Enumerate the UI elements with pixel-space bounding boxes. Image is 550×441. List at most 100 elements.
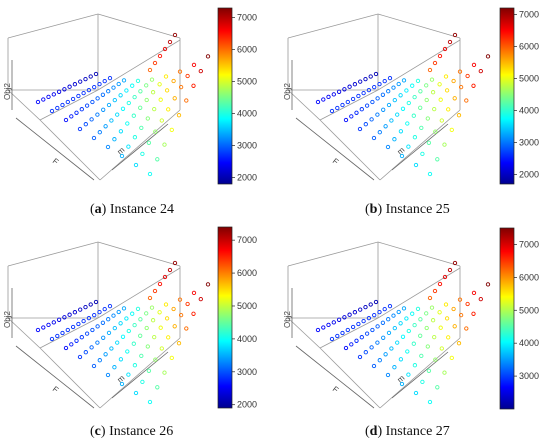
data-point — [172, 96, 177, 101]
data-point — [398, 129, 404, 134]
data-point — [176, 113, 182, 118]
colorbar-tick-label: 3000 — [519, 137, 539, 147]
data-point — [326, 322, 331, 328]
data-point — [368, 302, 373, 307]
data-point — [357, 354, 363, 360]
data-point — [349, 114, 354, 119]
data-point — [419, 353, 424, 359]
data-point — [425, 344, 430, 349]
data-point — [178, 84, 184, 90]
data-point — [363, 122, 368, 127]
data-point — [364, 103, 370, 108]
data-point — [370, 327, 375, 333]
data-point — [67, 312, 72, 317]
data-point — [398, 93, 403, 98]
data-point — [437, 310, 442, 315]
data-point — [105, 372, 111, 378]
data-point — [398, 357, 404, 362]
data-point — [198, 296, 203, 302]
data-point — [419, 125, 424, 131]
data-point — [83, 122, 88, 127]
data-point — [444, 316, 450, 321]
data-point — [449, 127, 454, 133]
data-point — [375, 340, 380, 345]
data-point — [401, 78, 407, 83]
data-point — [56, 317, 62, 322]
data-point — [456, 341, 462, 346]
data-point — [350, 324, 356, 330]
data-point — [392, 97, 397, 103]
data-point — [198, 68, 203, 74]
data-point — [119, 153, 125, 159]
data-point — [380, 320, 386, 325]
data-point — [396, 81, 401, 87]
data-point — [418, 317, 423, 322]
axis-label-obj2: Obj2 — [283, 311, 292, 328]
data-point — [369, 117, 374, 122]
colorbar-tick-label: 4000 — [519, 105, 539, 115]
data-point — [358, 307, 363, 312]
data-point — [205, 282, 211, 287]
data-point — [111, 313, 116, 318]
data-point — [377, 309, 382, 315]
data-point — [69, 114, 74, 119]
colorbar — [499, 7, 515, 185]
data-point — [435, 157, 440, 162]
data-point — [89, 117, 94, 122]
data-point — [77, 126, 83, 132]
data-point — [185, 301, 190, 307]
data-point — [373, 71, 379, 77]
data-point — [442, 46, 448, 52]
data-point — [386, 89, 391, 94]
colorbar-tick-label: 5000 — [237, 301, 257, 311]
data-point — [343, 117, 349, 123]
data-point — [149, 305, 155, 310]
data-point — [112, 137, 117, 142]
data-point — [106, 317, 111, 322]
data-point — [415, 306, 421, 312]
data-point — [131, 113, 136, 118]
data-point — [130, 311, 135, 316]
data-point — [321, 97, 326, 102]
data-point — [385, 372, 391, 378]
data-point — [401, 306, 407, 311]
data-point — [471, 311, 476, 316]
data-point — [177, 297, 183, 302]
data-point — [56, 89, 62, 94]
data-point — [130, 83, 135, 88]
data-point — [369, 345, 374, 350]
data-point — [439, 346, 444, 351]
data-point — [471, 62, 477, 68]
axis-label-obj2: Obj2 — [3, 311, 12, 328]
data-point — [176, 341, 182, 346]
data-point — [88, 74, 93, 79]
colorbar-tick-label: 6000 — [519, 272, 539, 282]
data-point — [386, 317, 391, 322]
data-point — [427, 171, 433, 177]
data-point — [191, 290, 197, 296]
data-point — [442, 274, 448, 280]
data-point — [382, 78, 387, 84]
data-point — [105, 144, 111, 150]
data-point — [381, 335, 386, 340]
data-point — [447, 267, 453, 273]
data-point — [342, 315, 347, 320]
data-point — [46, 94, 51, 100]
data-point — [69, 342, 74, 347]
data-point — [396, 309, 401, 315]
data-point — [118, 357, 124, 362]
data-point — [121, 306, 127, 311]
data-point — [132, 363, 138, 368]
data-point — [392, 325, 397, 331]
colorbar — [499, 227, 515, 410]
colorbar — [217, 226, 233, 409]
data-point — [95, 96, 100, 101]
data-point — [427, 295, 433, 301]
data-point — [155, 385, 160, 390]
data-point — [357, 126, 363, 132]
scatter-points — [315, 260, 491, 405]
data-point — [90, 99, 95, 105]
data-point — [76, 93, 81, 99]
data-point — [126, 372, 131, 377]
data-point — [169, 127, 174, 133]
